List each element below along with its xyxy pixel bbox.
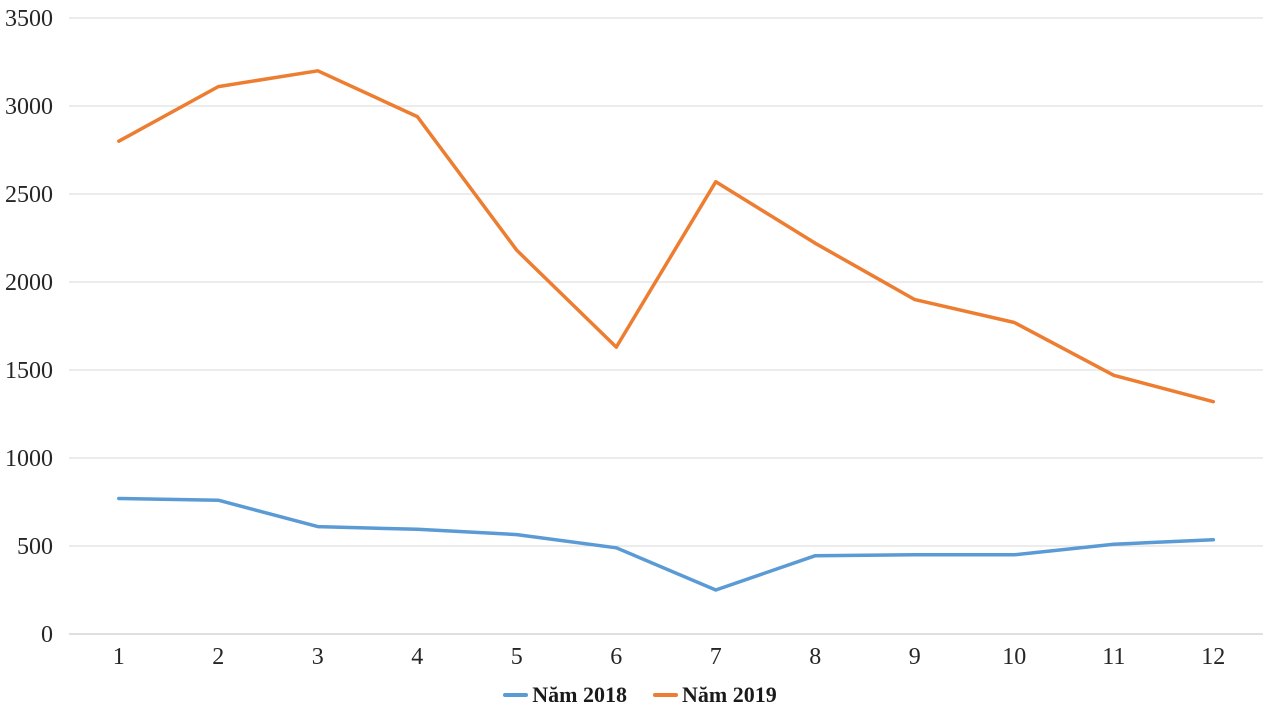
legend-item-nam-2019: Năm 2019 <box>653 684 777 706</box>
legend-label-nam-2018: Năm 2018 <box>532 682 627 707</box>
y-tick-label: 2500 <box>5 182 53 208</box>
series-line-1 <box>117 69 1216 404</box>
legend: Năm 2018 Năm 2019 <box>0 681 1280 709</box>
x-tick-label: 5 <box>511 644 523 670</box>
x-tick-label: 4 <box>411 644 423 670</box>
y-tick-label: 500 <box>17 534 53 560</box>
y-tick-label: 3000 <box>5 94 53 120</box>
series-lines <box>117 69 1216 592</box>
legend-label-nam-2019: Năm 2019 <box>682 682 777 707</box>
y-tick-label: 0 <box>41 622 53 648</box>
legend-line-marker-nam-2018 <box>503 693 529 697</box>
x-tick-label: 8 <box>809 644 821 670</box>
x-tick-label: 1 <box>113 644 125 670</box>
x-tick-label: 2 <box>212 644 224 670</box>
y-tick-label: 1500 <box>5 358 53 384</box>
x-tick-label: 11 <box>1102 644 1125 670</box>
series-line-0 <box>117 496 1216 592</box>
x-tick-label: 3 <box>312 644 324 670</box>
x-tick-label: 7 <box>710 644 722 670</box>
x-axis-labels: 1 2 3 4 5 6 7 8 9 10 11 12 <box>113 644 1226 670</box>
legend-line-marker-nam-2019 <box>653 693 678 697</box>
gridlines <box>69 17 1263 635</box>
y-tick-label: 3500 <box>5 6 53 32</box>
y-tick-label: 2000 <box>5 270 53 296</box>
legend-item-nam-2018: Năm 2018 <box>503 684 627 706</box>
x-tick-label: 6 <box>610 644 622 670</box>
x-tick-label: 9 <box>909 644 921 670</box>
y-tick-label: 1000 <box>5 446 53 472</box>
y-axis-labels: 0 500 1000 1500 2000 2500 3000 3500 <box>5 6 53 648</box>
x-tick-label: 12 <box>1201 644 1225 670</box>
x-tick-label: 10 <box>1002 644 1026 670</box>
